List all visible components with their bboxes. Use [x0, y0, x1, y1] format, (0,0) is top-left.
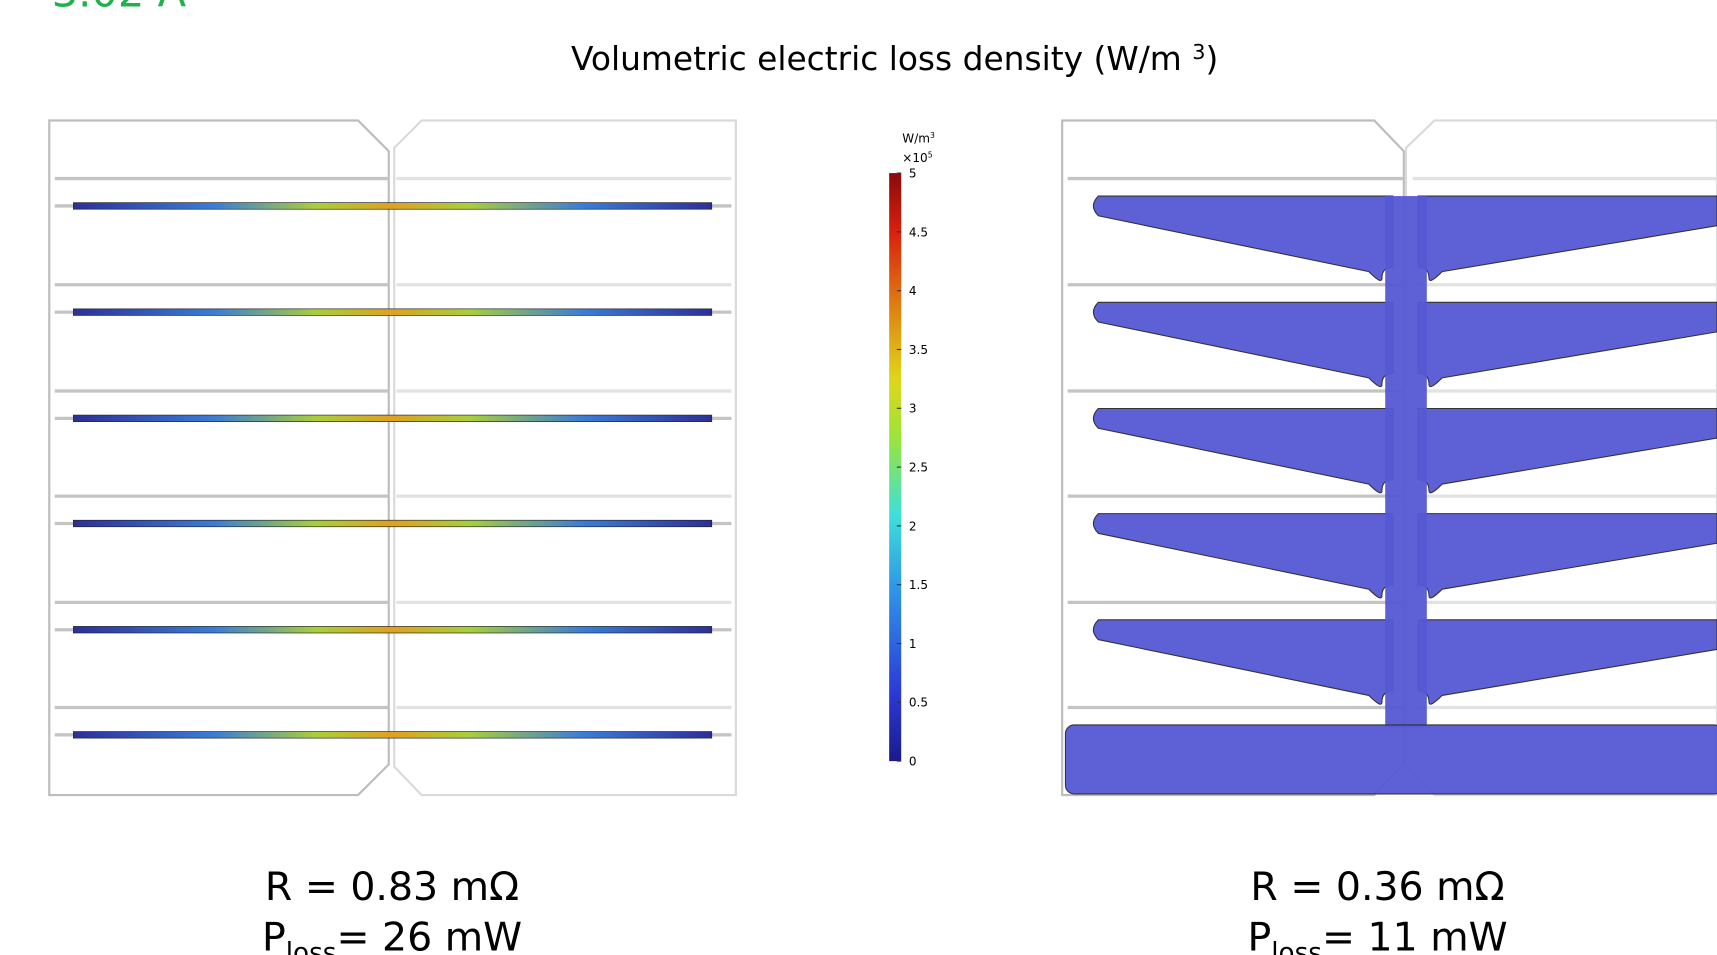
cell-outline — [49, 121, 388, 796]
unit: W/m — [902, 131, 930, 145]
power-symbol: P — [1247, 915, 1271, 955]
left-panel — [49, 121, 736, 796]
title-text: Volumetric electric loss density (W/m — [571, 40, 1192, 78]
title: Volumetric electric loss density (W/m 3) — [571, 40, 1218, 78]
annotations: R = 0.83 mΩ Ploss= 26 mW R = 0.36 mΩ Plo… — [262, 864, 1508, 955]
colorbar-tick-label: 2 — [909, 519, 917, 533]
comb-base — [1065, 725, 1717, 794]
busbar — [73, 309, 711, 316]
colorbar-tick-label: 3.5 — [909, 343, 928, 357]
colorbar-multiplier: ×105 — [902, 151, 932, 165]
colorbar: W/m3 ×105 00.511.522.533.544.55 — [889, 131, 935, 768]
power-loss: Ploss= 26 mW — [262, 915, 522, 955]
unit-exponent: 3 — [930, 131, 935, 140]
resistance: R = 0.36 mΩ — [1250, 864, 1504, 910]
colorbar-tick-label: 1.5 — [909, 578, 928, 592]
colorbar-ticks: 0 0.5 1 1.5 2 2.5 3 3.5 4 4.5 5 — [897, 166, 928, 768]
right-panel — [1062, 121, 1717, 796]
power-value: = 11 mW — [1322, 915, 1508, 955]
multiplier-exponent: 5 — [928, 151, 933, 160]
power-subscript: loss — [1271, 939, 1322, 955]
colorbar-unit: W/m3 — [902, 131, 935, 145]
cell-outline — [394, 121, 736, 796]
colorbar-tick-label: 5 — [909, 166, 917, 180]
title-superscript: 3 — [1192, 40, 1205, 64]
power-subscript: loss — [286, 939, 337, 955]
busbar — [73, 732, 711, 739]
power-loss: Ploss= 11 mW — [1247, 915, 1507, 955]
busbar — [73, 626, 711, 633]
colorbar-tick-label: 2.5 — [909, 460, 928, 474]
colorbar-tick-label: 4.5 — [909, 225, 928, 239]
power-value: = 26 mW — [336, 915, 522, 955]
power-symbol: P — [262, 915, 286, 955]
colorbar-tick-label: 4 — [909, 284, 917, 298]
figure: I = 3.02 A Volumetric electric loss dens… — [0, 0, 1717, 955]
title-suffix: ) — [1205, 40, 1218, 78]
resistance: R = 0.83 mΩ — [265, 864, 519, 910]
comb-spine — [1385, 196, 1427, 727]
busbar — [73, 520, 711, 527]
colorbar-tick-label: 3 — [909, 402, 917, 416]
colorbar-tick-label: 0 — [909, 754, 917, 768]
colorbar-tick-label: 0.5 — [909, 696, 928, 710]
busbar — [73, 203, 711, 210]
colorbar-tick-label: 1 — [909, 637, 917, 651]
corner-label: I = 3.02 A — [0, 0, 187, 17]
busbar — [73, 415, 711, 422]
multiplier: ×10 — [902, 151, 927, 165]
